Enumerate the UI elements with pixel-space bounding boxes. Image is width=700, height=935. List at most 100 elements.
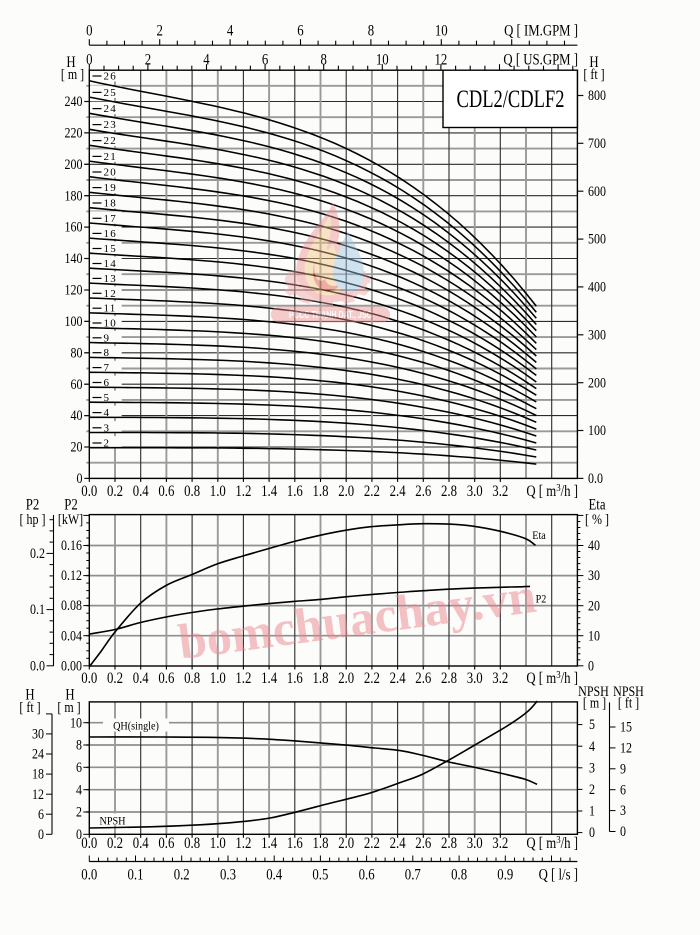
svg-text:180: 180 (64, 187, 82, 204)
svg-text:1.2: 1.2 (235, 835, 251, 853)
svg-text:5: 5 (589, 716, 595, 733)
svg-text:80: 80 (71, 344, 83, 361)
svg-text:0.0: 0.0 (30, 657, 45, 674)
svg-text:2.2: 2.2 (364, 670, 380, 688)
svg-text:Q [ IM.GPM ]: Q [ IM.GPM ] (504, 22, 578, 40)
svg-text:1.4: 1.4 (261, 483, 278, 501)
svg-text:2.2: 2.2 (364, 835, 380, 853)
svg-text:0.2: 0.2 (107, 483, 123, 501)
svg-text:2.6: 2.6 (415, 835, 431, 853)
svg-text:9: 9 (104, 332, 111, 344)
svg-text:1.4: 1.4 (261, 670, 278, 688)
svg-text:0.00: 0.00 (61, 657, 82, 674)
svg-text:1.8: 1.8 (313, 835, 329, 853)
svg-text:H: H (25, 686, 35, 704)
svg-text:0.4: 0.4 (133, 835, 150, 853)
svg-text:0.0: 0.0 (588, 470, 603, 487)
svg-text:8: 8 (104, 347, 111, 359)
svg-text:0.4: 0.4 (133, 670, 150, 688)
svg-text:Q [ US.GPM ]: Q [ US.GPM ] (503, 51, 578, 69)
svg-text:23: 23 (104, 119, 117, 131)
svg-text:6: 6 (620, 781, 626, 798)
svg-text:12: 12 (435, 51, 448, 69)
svg-text:2.6: 2.6 (415, 483, 431, 501)
svg-text:0.08: 0.08 (61, 597, 82, 614)
svg-text:60: 60 (71, 376, 83, 393)
svg-text:25: 25 (104, 87, 117, 99)
svg-text:24: 24 (32, 745, 44, 762)
svg-text:0: 0 (38, 826, 44, 843)
svg-text:2: 2 (589, 781, 595, 798)
svg-text:12: 12 (620, 739, 632, 756)
svg-text:0.8: 0.8 (184, 483, 200, 501)
svg-text:400: 400 (588, 278, 606, 295)
svg-text:4: 4 (203, 51, 210, 69)
svg-text:Eta: Eta (588, 496, 606, 514)
svg-text:140: 140 (64, 250, 82, 267)
svg-text:3: 3 (104, 422, 111, 434)
svg-text:10: 10 (104, 318, 117, 330)
svg-text:0.1: 0.1 (30, 601, 45, 618)
svg-text:2: 2 (145, 51, 151, 69)
svg-text:0.2: 0.2 (107, 670, 123, 688)
svg-text:0.5: 0.5 (312, 866, 328, 884)
svg-text:240: 240 (64, 93, 82, 110)
svg-text:3.0: 3.0 (467, 835, 483, 853)
svg-text:[ m ]: [ m ] (57, 699, 80, 716)
svg-text:17: 17 (104, 213, 117, 225)
svg-text:NPSH: NPSH (578, 683, 609, 700)
svg-text:30: 30 (32, 725, 44, 742)
svg-text:Q [ m3/h ]: Q [ m3/h ] (526, 669, 578, 687)
svg-text:20: 20 (588, 597, 600, 614)
svg-text:4: 4 (104, 407, 111, 419)
svg-text:[kW]: [kW] (58, 511, 83, 528)
svg-text:2: 2 (157, 22, 163, 40)
svg-text:10: 10 (588, 627, 600, 644)
svg-text:11: 11 (104, 303, 117, 315)
svg-text:2.8: 2.8 (441, 670, 457, 688)
svg-text:14: 14 (104, 258, 117, 270)
svg-text:1.0: 1.0 (210, 670, 226, 688)
svg-text:QH(single): QH(single) (113, 720, 159, 733)
svg-text:3.0: 3.0 (467, 670, 483, 688)
svg-text:6: 6 (76, 759, 82, 776)
svg-text:1.2: 1.2 (235, 670, 251, 688)
svg-text:20: 20 (104, 167, 117, 179)
svg-text:220: 220 (64, 124, 82, 141)
svg-text:PCCC THANH DAT., JSC: PCCC THANH DAT., JSC (289, 309, 373, 320)
svg-text:200: 200 (64, 156, 82, 173)
svg-text:15: 15 (104, 243, 117, 255)
svg-text:0.6: 0.6 (158, 670, 174, 688)
svg-text:H: H (66, 54, 76, 72)
svg-text:40: 40 (71, 407, 83, 424)
svg-text:2.0: 2.0 (338, 670, 354, 688)
svg-text:0.0: 0.0 (81, 670, 97, 688)
svg-text:24: 24 (104, 103, 117, 115)
svg-text:[ m ]: [ m ] (61, 66, 84, 83)
svg-text:0: 0 (588, 657, 594, 674)
svg-text:1.4: 1.4 (261, 835, 278, 853)
svg-text:6: 6 (104, 377, 111, 389)
svg-text:0.12: 0.12 (61, 567, 82, 584)
svg-text:10: 10 (70, 714, 82, 731)
svg-text:2.4: 2.4 (390, 835, 407, 853)
svg-text:P2: P2 (26, 496, 40, 514)
svg-text:[ hp ]: [ hp ] (20, 511, 46, 528)
svg-text:0.16: 0.16 (61, 537, 82, 554)
svg-text:22: 22 (104, 135, 117, 147)
svg-text:13: 13 (104, 273, 117, 285)
svg-text:Q [ l/s ]: Q [ l/s ] (539, 866, 578, 884)
svg-text:0.6: 0.6 (359, 866, 375, 884)
svg-text:800: 800 (588, 87, 606, 104)
svg-text:3.2: 3.2 (492, 835, 508, 853)
svg-text:8: 8 (76, 736, 82, 753)
svg-text:9: 9 (620, 760, 626, 777)
svg-text:H: H (65, 686, 75, 704)
svg-text:2.8: 2.8 (441, 835, 457, 853)
svg-text:2.2: 2.2 (364, 483, 380, 501)
svg-text:0: 0 (76, 826, 82, 843)
svg-text:2.4: 2.4 (390, 670, 407, 688)
svg-text:[ % ]: [ % ] (585, 511, 609, 528)
svg-text:0: 0 (86, 22, 92, 40)
svg-text:5: 5 (104, 392, 111, 404)
